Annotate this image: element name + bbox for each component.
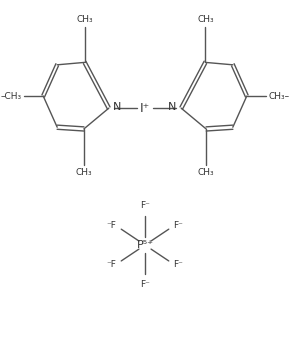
- Text: F⁻: F⁻: [140, 201, 150, 210]
- Text: –CH₃: –CH₃: [1, 92, 22, 101]
- Text: CH₃: CH₃: [197, 15, 214, 24]
- Text: CH₃: CH₃: [76, 168, 92, 177]
- Text: N: N: [168, 102, 177, 112]
- Text: P⁵⁺: P⁵⁺: [137, 240, 153, 250]
- Text: ⁻F: ⁻F: [107, 260, 117, 269]
- Text: F⁻: F⁻: [140, 280, 150, 289]
- Text: I⁺: I⁺: [140, 102, 150, 114]
- Text: CH₃–: CH₃–: [268, 92, 289, 101]
- Text: ⁻F: ⁻F: [107, 221, 117, 230]
- Text: N: N: [113, 102, 122, 112]
- Text: CH₃: CH₃: [198, 168, 214, 177]
- Text: F⁻: F⁻: [173, 260, 183, 269]
- Text: CH₃: CH₃: [76, 15, 93, 24]
- Text: F⁻: F⁻: [173, 221, 183, 230]
